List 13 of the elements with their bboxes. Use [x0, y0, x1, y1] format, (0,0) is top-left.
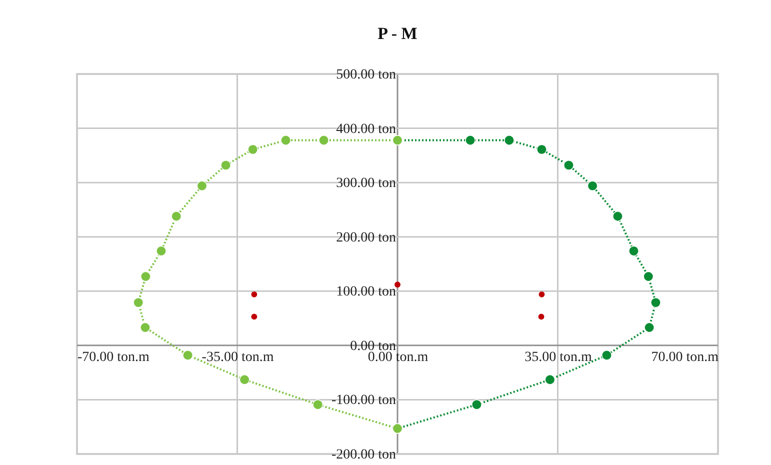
- chart-title: P - M: [378, 24, 418, 43]
- y-tick-label: 200.00 ton: [336, 230, 396, 246]
- y-tick-label: -200.00 ton: [331, 448, 396, 462]
- x-tick-label: -70.00 ton.m: [78, 350, 150, 365]
- x-tick-label: 70.00 ton.m: [651, 350, 719, 365]
- x-tick-label: -35.00 ton.m: [202, 350, 274, 365]
- y-tick-label: 100.00 ton: [336, 284, 396, 300]
- x-tick-label: 35.00 ton.m: [524, 350, 592, 365]
- y-tick-label: 500.00 ton: [336, 68, 396, 82]
- y-tick-label: -100.00 ton: [331, 393, 396, 408]
- y-tick-label: 400.00 ton: [336, 122, 396, 137]
- y-tick-label: 300.00 ton: [336, 176, 396, 192]
- x-tick-label: 0.00 ton.m: [368, 350, 428, 365]
